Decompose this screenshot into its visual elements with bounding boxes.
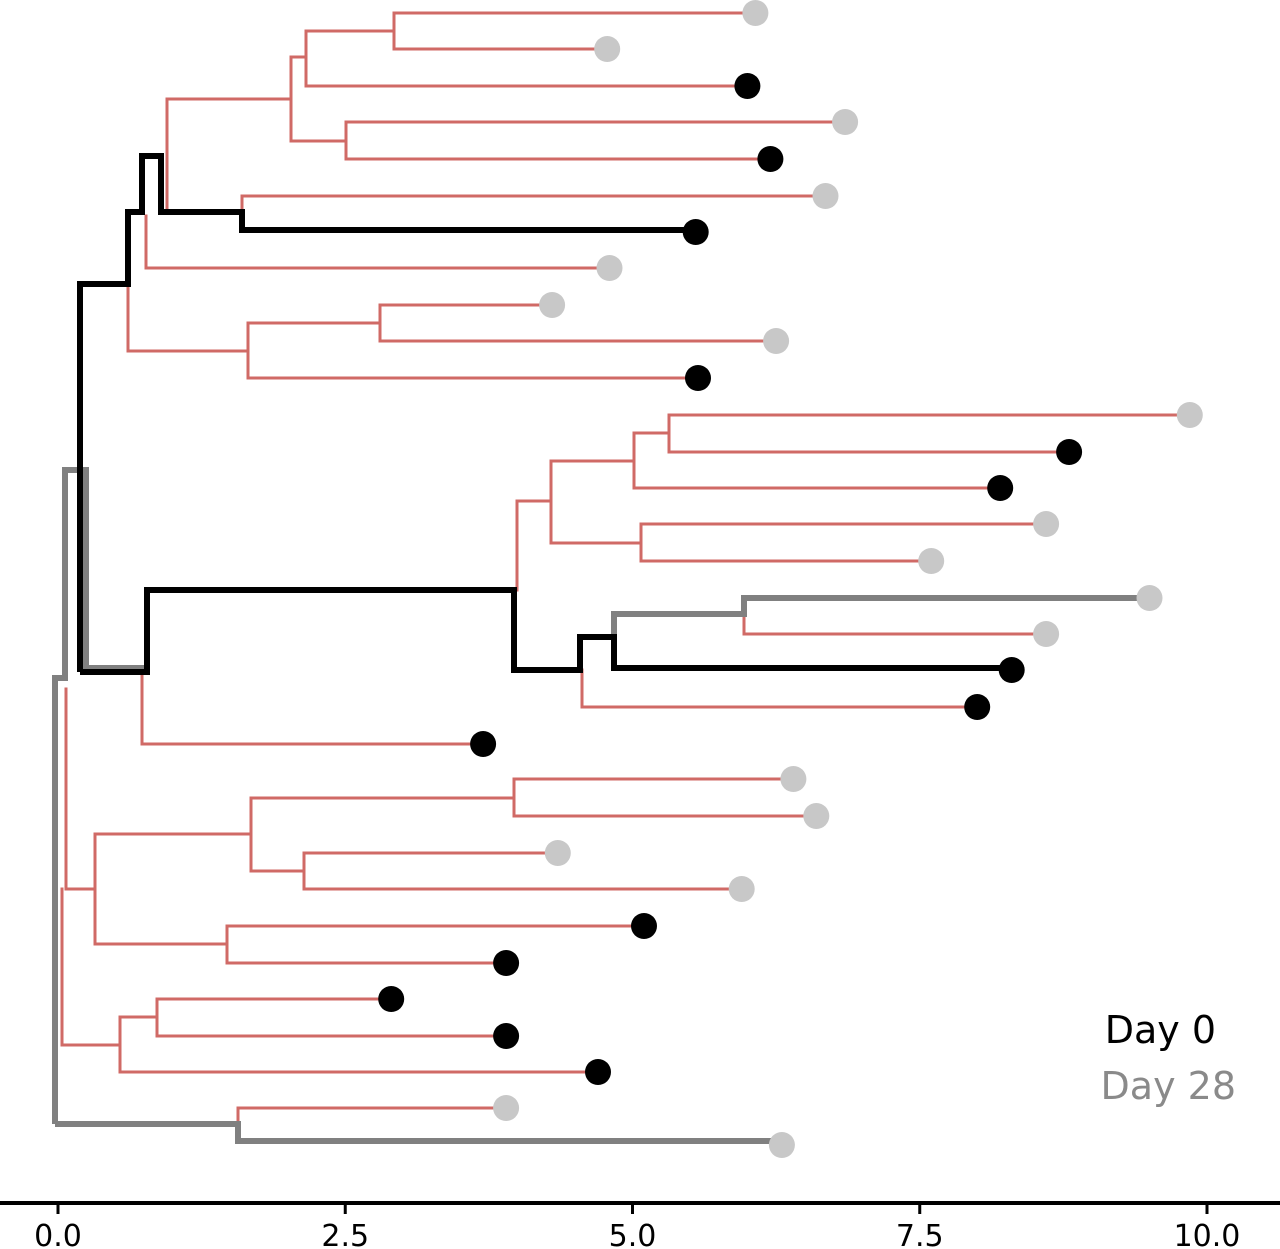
tip-dot-day28 (918, 548, 945, 574)
legend-day28: Day 28 (1101, 1064, 1236, 1108)
tip-dot-day28 (768, 1132, 795, 1158)
tip-dot-day0 (631, 913, 657, 939)
legend-day0: Day 0 (1105, 1008, 1216, 1052)
tip-dot-day0 (1056, 439, 1083, 465)
tip-dot-day28 (493, 1095, 520, 1121)
highlight-lineage-day28 (55, 1121, 780, 1144)
legend: Day 0 Day 28 (1101, 1008, 1236, 1108)
tip-dot-day28 (812, 183, 839, 209)
tip-dot-day0 (964, 694, 991, 720)
tip-dot-day0 (682, 219, 709, 245)
tip-dot-day28 (803, 803, 830, 829)
x-tick-label: 0.0 (34, 1219, 82, 1249)
tip-dot-day28 (1033, 511, 1060, 537)
tip-dot-day0 (987, 475, 1014, 501)
tip-dot-day28 (780, 766, 807, 792)
tip-dot-day0 (685, 365, 711, 391)
tip-dot-day0 (585, 1059, 611, 1085)
tip-markers (378, 0, 1203, 1158)
tip-dot-day0 (378, 986, 405, 1012)
tip-dot-day28 (1176, 402, 1203, 428)
tip-dot-day28 (544, 840, 571, 866)
tree-branches (60, 11, 1192, 1128)
x-axis: 0.0 2.5 5.0 7.5 10.0 (0, 1201, 1280, 1249)
highlight-lineage-day28 (611, 595, 1140, 668)
tip-dot-day0 (998, 657, 1025, 683)
x-axis-ticks: 0.0 2.5 5.0 7.5 10.0 (34, 1203, 1240, 1249)
tip-dot-day28 (832, 109, 859, 135)
x-tick-label: 2.5 (321, 1219, 369, 1249)
tip-dot-day0 (734, 73, 761, 99)
tip-dot-day28 (728, 876, 755, 902)
x-tick-label: 5.0 (609, 1219, 657, 1249)
x-tick-label: 10.0 (1174, 1219, 1241, 1249)
highlight-lineage-day0 (80, 587, 1015, 675)
tip-dot-day0 (493, 950, 520, 976)
x-tick-label: 7.5 (896, 1219, 944, 1249)
tip-dot-day28 (1033, 621, 1060, 647)
tip-dot-day28 (594, 36, 621, 62)
tip-dot-day0 (470, 731, 497, 757)
tip-dot-day28 (742, 0, 769, 26)
tip-dot-day0 (493, 1023, 520, 1049)
tip-dot-day28 (1136, 585, 1163, 611)
highlighted-lineages (52, 153, 1140, 1144)
highlight-lineage-day0 (77, 153, 696, 672)
tip-dot-day28 (763, 328, 790, 354)
tip-dot-day28 (596, 255, 623, 281)
highlight-lineage-day28 (52, 467, 147, 1124)
tip-dot-day0 (757, 146, 784, 172)
tip-dot-day28 (539, 292, 566, 318)
